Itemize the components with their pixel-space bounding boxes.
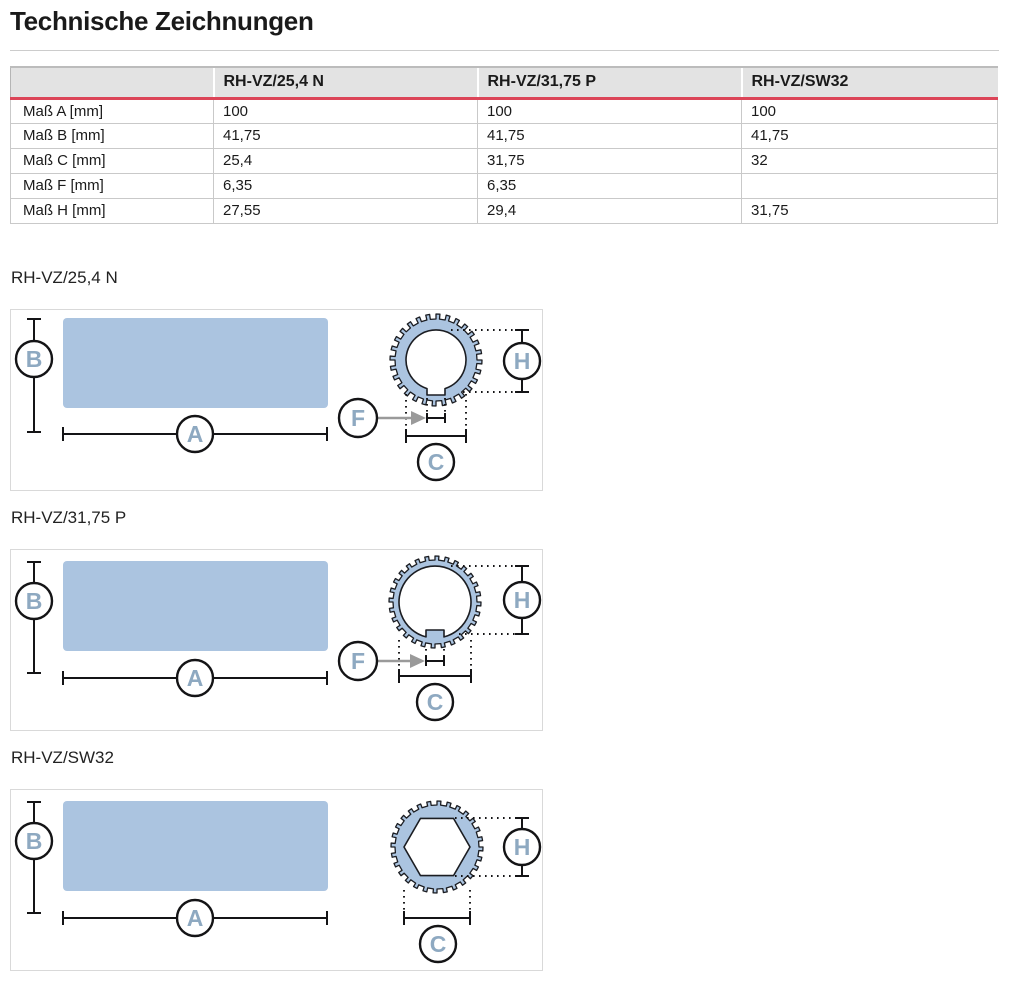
table-row: Maß B [mm] 41,75 41,75 41,75 <box>10 122 998 149</box>
dimension-b: B <box>14 318 54 433</box>
f-arrow-head <box>411 411 426 425</box>
f-arrow-head <box>410 654 425 668</box>
dim-label-circle-h <box>502 341 542 381</box>
table-header: RH-VZ/25,4 N RH-VZ/31,75 P RH-VZ/SW32 <box>10 66 998 100</box>
drawing-2: B A <box>10 549 543 731</box>
table-header-cell-product-2: RH-VZ/31,75 P <box>476 66 742 100</box>
drawing-3: B A C <box>10 789 543 971</box>
dim-label-b: B <box>26 588 43 614</box>
table-row: Maß F [mm] 6,35 6,35 <box>10 172 998 199</box>
dimension-a: A <box>62 658 328 698</box>
dim-label-h: H <box>514 348 531 374</box>
dimension-h: H <box>502 329 542 393</box>
dim-label-c: C <box>428 449 445 475</box>
table-cell: 41,75 <box>213 122 478 149</box>
dim-label-a: A <box>187 421 204 447</box>
table-cell: 31,75 <box>477 147 742 174</box>
dim-label-a: A <box>187 665 204 691</box>
table-cell: 32 <box>741 147 998 174</box>
row-label: Maß B [mm] <box>10 122 214 149</box>
dim-label-circle-f <box>337 397 379 439</box>
dimension-a: A <box>62 898 328 938</box>
dim-label-f: F <box>351 405 365 431</box>
table-header-row: RH-VZ/25,4 N RH-VZ/31,75 P RH-VZ/SW32 <box>10 66 998 100</box>
table-cell: 6,35 <box>477 172 742 199</box>
profile-rectangle <box>63 801 328 891</box>
projection-lines <box>398 565 515 674</box>
dim-label-h: H <box>514 587 531 613</box>
table-cell <box>741 172 998 199</box>
table-cell: 41,75 <box>741 122 998 149</box>
dimension-f: F <box>337 640 445 682</box>
table-header-cell-product-3: RH-VZ/SW32 <box>740 66 998 100</box>
dim-label-circle-h <box>502 580 542 620</box>
dimension-c: C <box>405 429 467 482</box>
dim-label-f: F <box>351 648 365 674</box>
dim-label-a: A <box>187 905 204 931</box>
drawing-2-title: RH-VZ/31,75 P <box>11 508 127 527</box>
dimension-f: F <box>337 397 446 439</box>
dim-label-h: H <box>514 834 531 860</box>
table-header-cell-product-1: RH-VZ/25,4 N <box>212 66 478 100</box>
dim-label-c: C <box>427 689 444 715</box>
table-cell: 31,75 <box>741 197 998 224</box>
drawing-3-svg: B A C <box>14 800 542 964</box>
dimension-h: H <box>502 565 542 635</box>
dimension-h: H <box>502 817 542 877</box>
gear-bore-with-key-tab <box>398 565 472 638</box>
row-label: Maß A [mm] <box>10 97 214 124</box>
drawing-1: B A <box>10 309 543 491</box>
table-cell: 100 <box>477 97 742 124</box>
dim-label-circle-c <box>418 924 458 964</box>
title-divider <box>10 50 999 51</box>
table-row: Maß A [mm] 100 100 100 <box>10 97 998 124</box>
table-cell: 100 <box>741 97 998 124</box>
dim-label-circle-f <box>337 640 379 682</box>
dim-label-circle-b <box>14 339 54 379</box>
drawing-2-svg: B A <box>14 555 542 722</box>
dim-label-circle-a <box>175 414 215 454</box>
table-cell: 6,35 <box>213 172 478 199</box>
drawing-1-svg: B A <box>14 313 542 482</box>
table-cell: 25,4 <box>213 147 478 174</box>
dimension-c: C <box>398 669 472 722</box>
table-cell: 41,75 <box>477 122 742 149</box>
projection-lines <box>405 329 515 432</box>
drawing-3-title: RH-VZ/SW32 <box>11 748 114 767</box>
table-cell: 27,55 <box>213 197 478 224</box>
table-cell: 100 <box>213 97 478 124</box>
dim-label-b: B <box>26 828 43 854</box>
dimension-table: RH-VZ/25,4 N RH-VZ/31,75 P RH-VZ/SW32 Ma… <box>10 66 998 224</box>
table-row: Maß C [mm] 25,4 31,75 32 <box>10 147 998 174</box>
table-header-cell-empty <box>10 66 214 100</box>
table-row: Maß H [mm] 27,55 29,4 31,75 <box>10 197 998 224</box>
table-body: Maß A [mm] 100 100 100 Maß B [mm] 41,75 … <box>10 97 998 224</box>
dim-label-circle-c <box>415 682 455 722</box>
gear-hex-bore <box>403 817 471 877</box>
dim-label-c: C <box>430 931 447 957</box>
projection-lines <box>403 817 515 914</box>
dimension-c: C <box>403 911 471 964</box>
table-cell: 29,4 <box>477 197 742 224</box>
dimension-a: A <box>62 414 328 454</box>
dim-label-circle-a <box>175 658 215 698</box>
gear-bore-with-keyway <box>405 329 467 396</box>
dim-label-circle-h <box>502 827 542 867</box>
drawing-1-title: RH-VZ/25,4 N <box>11 268 118 287</box>
page-title: Technische Zeichnungen <box>10 6 314 36</box>
dim-label-b: B <box>26 346 43 372</box>
profile-rectangle <box>63 561 328 651</box>
row-label: Maß H [mm] <box>10 197 214 224</box>
dim-label-circle-c <box>416 442 456 482</box>
row-label: Maß F [mm] <box>10 172 214 199</box>
dim-label-circle-b <box>14 581 54 621</box>
dim-label-circle-a <box>175 898 215 938</box>
dim-label-circle-b <box>14 821 54 861</box>
dimension-b: B <box>14 561 54 674</box>
row-label: Maß C [mm] <box>10 147 214 174</box>
profile-rectangle <box>63 318 328 408</box>
dimension-b: B <box>14 801 54 914</box>
